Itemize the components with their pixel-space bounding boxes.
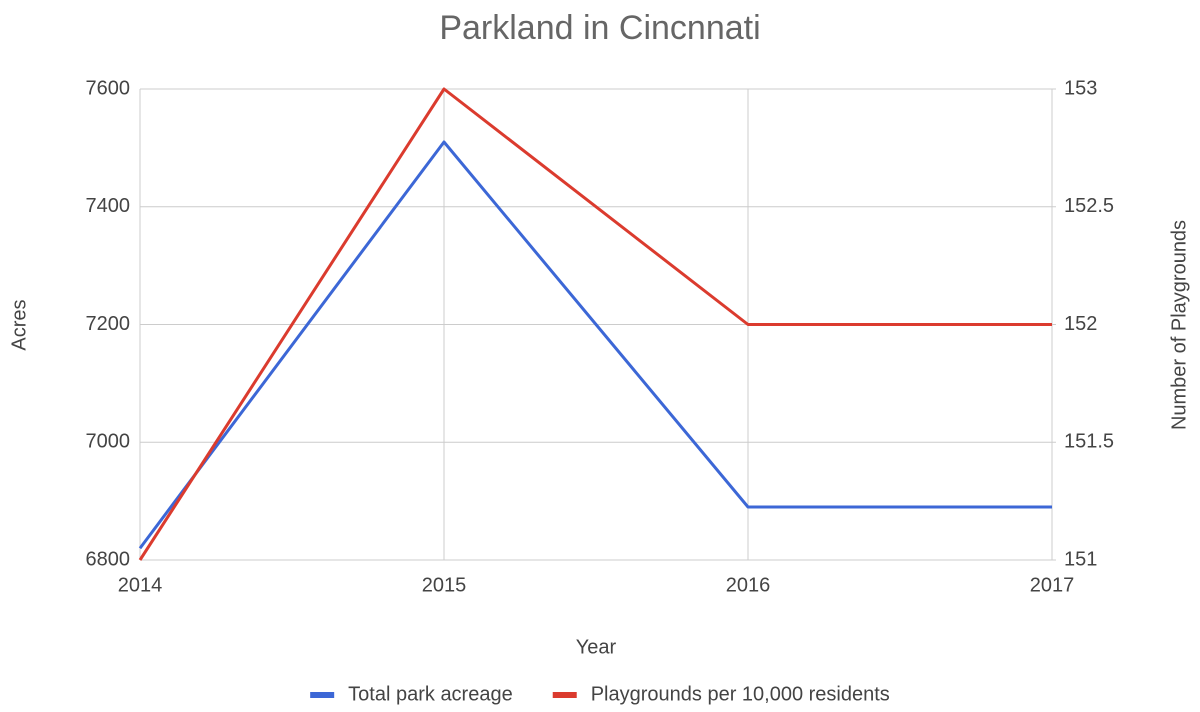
y2-tick-label: 152.5: [1064, 195, 1114, 217]
x-tick-label: 2017: [1030, 574, 1075, 596]
y-tick-label: 7200: [86, 313, 131, 335]
y2-tick-label: 151: [1064, 548, 1097, 570]
legend-label: Playgrounds per 10,000 residents: [591, 683, 890, 705]
y-tick-label: 7600: [86, 77, 131, 99]
legend-label: Total park acreage: [348, 683, 513, 705]
x-axis-title: Year: [576, 636, 617, 658]
y-tick-label: 7000: [86, 431, 131, 453]
y-tick-label: 6800: [86, 548, 131, 570]
y2-tick-label: 153: [1064, 77, 1097, 99]
y2-axis-title: Number of Playgrounds: [1168, 220, 1190, 430]
chart-title: Parkland in Cincnnati: [439, 9, 760, 47]
series-line: [138, 140, 1052, 550]
y2-tick-label: 152: [1064, 313, 1097, 335]
series-line: [138, 87, 1052, 561]
x-tick-label: 2015: [422, 574, 467, 596]
y-tick-label: 7400: [86, 195, 131, 217]
x-tick-label: 2016: [726, 574, 771, 596]
x-tick-label: 2014: [118, 574, 163, 596]
y-axis-title: Acres: [8, 299, 30, 350]
y2-tick-label: 151.5: [1064, 431, 1114, 453]
